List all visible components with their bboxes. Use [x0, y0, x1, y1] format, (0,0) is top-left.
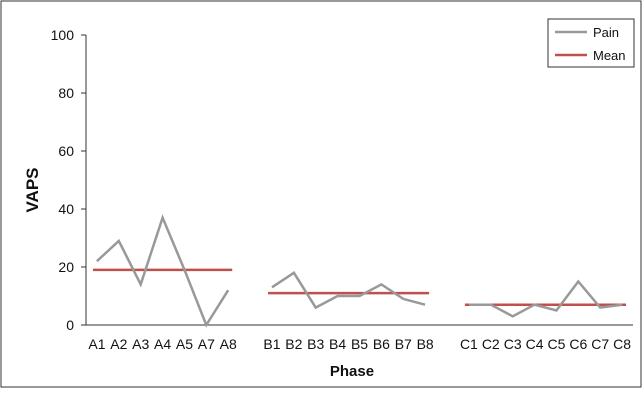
pain-line-phase-a [96, 214, 230, 328]
x-tick-label: C3 [504, 336, 522, 352]
x-tick-label: C6 [569, 336, 587, 352]
x-tick-label: A5 [176, 336, 193, 352]
x-tick-label: C7 [591, 336, 609, 352]
y-tick-label: 20 [58, 259, 74, 275]
y-tick-label: 40 [58, 201, 74, 217]
pain-line-phase-b [271, 271, 426, 310]
x-tick-label: C8 [613, 336, 631, 352]
x-tick-label: A4 [154, 336, 171, 352]
x-tick-labels: A1 A2 A3 A4 A5 A7 A8 B1 B2 B3 B4 B5 B6 B7 B8 C1 C2 C3 C4 C5… [88, 336, 631, 352]
axes [85, 35, 633, 326]
y-tick-label: 60 [58, 143, 74, 159]
x-tick-label: B7 [395, 336, 412, 352]
y-tick-label: 80 [58, 85, 74, 101]
x-tick-label: B2 [285, 336, 302, 352]
y-tick-label: 100 [51, 27, 75, 43]
x-tick-label: B4 [329, 336, 346, 352]
legend: Pain Mean [547, 18, 635, 68]
y-axis-label: VAPS [23, 167, 42, 212]
x-tick-label: A2 [110, 336, 127, 352]
legend-label-mean: Mean [593, 48, 626, 63]
x-tick-label: A3 [132, 336, 149, 352]
y-tick-label: 0 [66, 317, 74, 333]
x-tick-label: C5 [547, 336, 565, 352]
legend-label-pain: Pain [593, 25, 619, 40]
x-axis-label: Phase [330, 363, 374, 380]
x-tick-label: A8 [220, 336, 237, 352]
x-tick-label: C2 [482, 336, 500, 352]
legend-box [547, 18, 635, 68]
series [92, 214, 627, 328]
y-ticks: 0 20 40 60 80 100 [51, 27, 86, 333]
x-tick-label: B8 [417, 336, 434, 352]
x-tick-label: B1 [263, 336, 280, 352]
pain-line-phase-c [468, 279, 623, 318]
x-tick-label: A1 [88, 336, 105, 352]
x-tick-label: A7 [198, 336, 215, 352]
x-tick-label: C1 [460, 336, 478, 352]
x-tick-label: B3 [307, 336, 324, 352]
x-tick-label: C4 [526, 336, 544, 352]
x-tick-label: B6 [373, 336, 390, 352]
x-tick-label: B5 [351, 336, 368, 352]
